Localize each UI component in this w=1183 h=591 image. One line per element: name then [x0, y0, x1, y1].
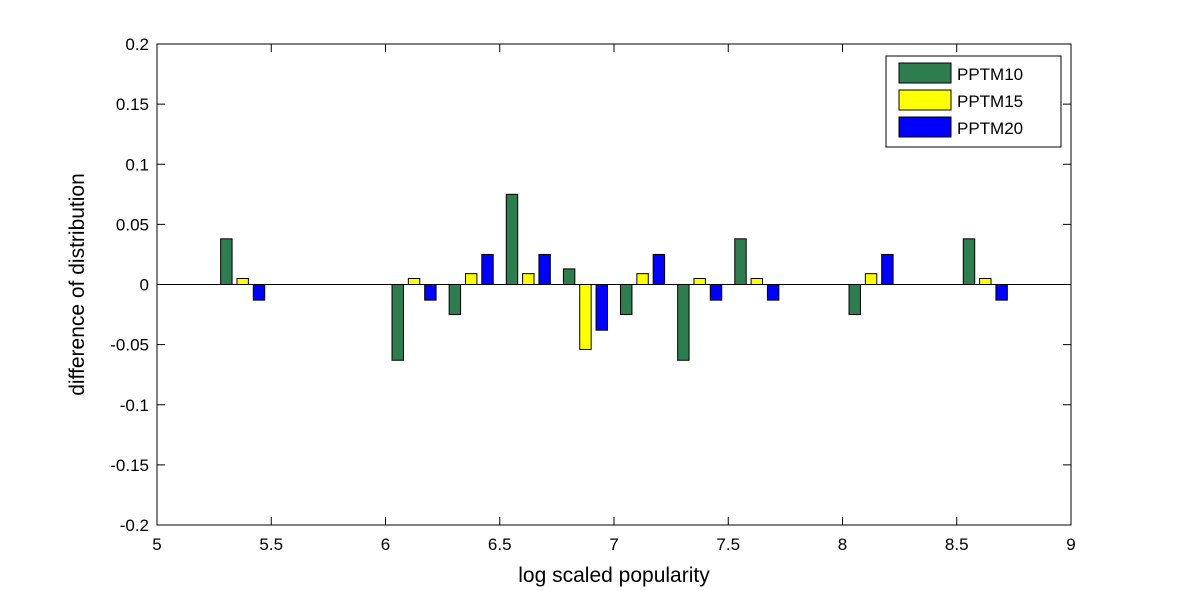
- bar-pptm10-4: [562, 268, 576, 285]
- y-tick-label: 0: [140, 276, 149, 295]
- bar-pptm10-3: [505, 193, 519, 285]
- bar-pptm20-9: [995, 284, 1008, 301]
- bar-pptm20-2: [481, 253, 494, 285]
- y-axis-ticks: -0.2 -0.15 -0.1 -0.05 0 0.05 0.1 0.15 0.2: [110, 35, 1071, 535]
- x-tick-label: 6.5: [488, 535, 512, 554]
- bar-pptm15-7: [750, 277, 764, 285]
- x-tick-label: 5.5: [259, 535, 283, 554]
- x-tick-label: 8.5: [945, 535, 969, 554]
- bars-group: [220, 193, 1008, 361]
- bar-pptm15-1: [407, 277, 421, 285]
- bar-pptm10-8: [848, 284, 861, 316]
- legend-label-pptm20: PPTM20: [957, 119, 1023, 138]
- bar-pptm10-9: [962, 238, 976, 285]
- y-tick-label: -0.15: [110, 456, 149, 475]
- y-tick-label: 0.15: [116, 95, 149, 114]
- bar-pptm15-9: [979, 277, 992, 285]
- y-tick-label: 0.05: [116, 215, 149, 234]
- legend-swatch-pptm20: [898, 116, 952, 138]
- bar-pptm20-3: [538, 253, 551, 285]
- bar-pptm15-2: [464, 273, 478, 285]
- bar-pptm15-0: [236, 277, 249, 285]
- bar-pptm20-1: [424, 284, 437, 301]
- y-tick-label: 0.2: [125, 35, 149, 54]
- y-tick-label: -0.1: [120, 396, 149, 415]
- x-tick-label: 7.5: [716, 535, 740, 554]
- bar-pptm20-5: [652, 253, 666, 285]
- bar-pptm10-5: [620, 284, 633, 316]
- x-tick-label: 5: [152, 535, 161, 554]
- bar-pptm15-6: [693, 277, 706, 285]
- bar-pptm10-1: [391, 284, 404, 361]
- y-tick-label: -0.2: [120, 516, 149, 535]
- bar-pptm10-0: [220, 238, 233, 285]
- x-tick-label: 7: [609, 535, 618, 554]
- bar-pptm20-8: [881, 253, 894, 285]
- bar-pptm15-3: [522, 273, 535, 285]
- legend: PPTM10 PPTM15 PPTM20: [885, 55, 1062, 148]
- bar-pptm20-0: [252, 284, 266, 301]
- y-tick-label: -0.05: [110, 336, 149, 355]
- legend-label-pptm15: PPTM15: [957, 92, 1023, 111]
- legend-label-pptm10: PPTM10: [957, 65, 1023, 84]
- x-tick-label: 8: [838, 535, 847, 554]
- bar-pptm15-4: [579, 284, 592, 350]
- bar-pptm15-5: [636, 273, 649, 285]
- legend-swatch-pptm10: [898, 62, 952, 84]
- x-tick-label: 6: [381, 535, 390, 554]
- x-tick-label: 9: [1066, 535, 1075, 554]
- bar-pptm10-7: [734, 238, 747, 285]
- y-axis-label: difference of distribution: [66, 173, 89, 396]
- y-tick-label: 0.1: [125, 155, 149, 174]
- legend-swatch-pptm15: [898, 89, 952, 111]
- x-axis-ticks: 5 5.5 6 6.5 7 7.5 8 8.5 9: [152, 44, 1076, 554]
- bar-pptm20-6: [709, 284, 723, 301]
- bar-pptm15-8: [864, 273, 878, 285]
- bar-pptm10-6: [677, 284, 690, 361]
- bar-pptm20-4: [595, 284, 608, 331]
- bar-pptm20-7: [766, 284, 780, 301]
- bar-pptm10-2: [448, 284, 462, 316]
- x-axis-label: log scaled popularity: [518, 564, 710, 587]
